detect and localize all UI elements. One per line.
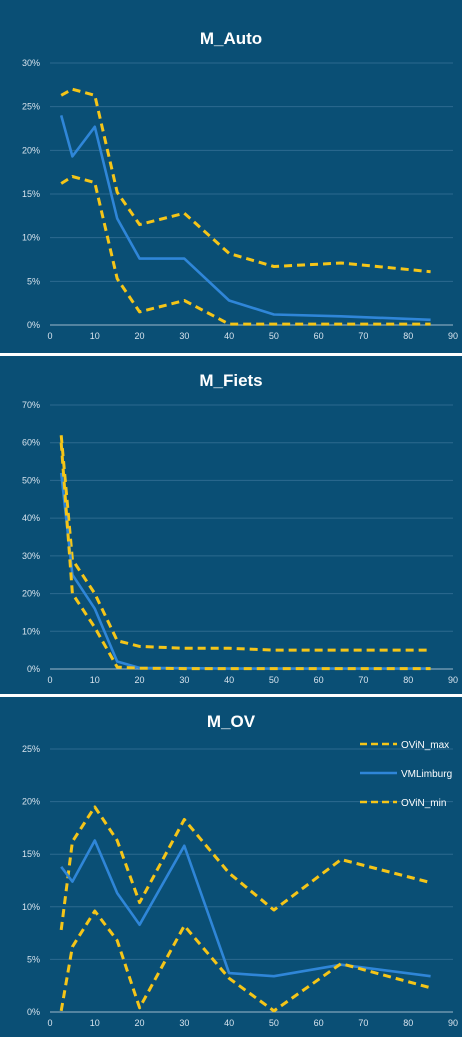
x-tick-label: 10 (90, 675, 100, 685)
x-tick-label: 50 (269, 675, 279, 685)
chart-panel-ov: M_OV OViN_max VMLimburg OViN_min 0% 5% 10%… (0, 697, 462, 1037)
x-tick-label: 90 (448, 1018, 458, 1028)
series-line-vmlimburg (59, 115, 431, 322)
chart-ov: M_OV OViN_max VMLimburg OViN_min 0% 5% 10%… (22, 712, 458, 1028)
x-tick-label: 60 (314, 1018, 324, 1028)
y-tick-label: 5% (27, 954, 40, 964)
chart-panel-fiets: M_Fiets 0% 10% 20% 30% 40% 50% 60% 70% 0 10 20 30 40… (0, 356, 462, 694)
y-tick-label: 70% (22, 400, 40, 410)
x-tick-label: 20 (135, 1018, 145, 1028)
x-tick-label: 40 (224, 675, 234, 685)
y-tick-label: 30% (22, 551, 40, 561)
y-tick-label: 40% (22, 513, 40, 523)
x-tick-label: 70 (358, 1018, 368, 1028)
x-tick-label: 60 (314, 331, 324, 341)
x-tick-label: 40 (224, 1018, 234, 1028)
x-tick-label: 20 (135, 675, 145, 685)
y-tick-label: 25% (22, 744, 40, 754)
y-tick-label: 30% (22, 58, 40, 68)
x-tick-label: 70 (358, 675, 368, 685)
x-tick-label: 10 (90, 1018, 100, 1028)
series-line-ovin-min (59, 442, 431, 671)
y-tick-label: 10% (22, 902, 40, 912)
x-tick-label: 80 (403, 331, 413, 341)
y-tick-label: 25% (22, 102, 40, 112)
x-tick-label: 30 (179, 1018, 189, 1028)
x-tick-label: 50 (269, 1018, 279, 1028)
x-tick-label: 0 (47, 331, 52, 341)
series-line-vmlimburg (59, 472, 431, 670)
y-tick-label: 15% (22, 189, 40, 199)
y-tick-label: 15% (22, 849, 40, 859)
y-tick-label: 10% (22, 233, 40, 243)
legend: OViN_max VMLimburg OViN_min (360, 740, 452, 809)
y-tick-label: 0% (27, 320, 40, 330)
y-tick-label: 10% (22, 626, 40, 636)
x-tick-label: 20 (135, 331, 145, 341)
y-tick-label: 50% (22, 475, 40, 485)
x-tick-label: 0 (47, 1018, 52, 1028)
x-tick-label: 30 (179, 675, 189, 685)
chart-title: M_Auto (200, 29, 262, 48)
series-line-vmlimburg (60, 839, 431, 978)
x-tick-label: 40 (224, 331, 234, 341)
x-tick-label: 80 (403, 675, 413, 685)
y-tick-label: 5% (27, 276, 40, 286)
chart-auto: M_Auto 0% 5% 10% 15% 20% 25% 30% 0 10 20 30 40 50 60 7… (22, 29, 458, 341)
series-line-ovin-max (60, 87, 431, 274)
y-tick-label: 20% (22, 589, 40, 599)
y-tick-label: 60% (22, 438, 40, 448)
series-line-ovin-max (59, 805, 431, 931)
legend-label-ovin-max: OViN_max (401, 740, 449, 751)
chart-title: M_OV (207, 712, 256, 731)
x-tick-label: 0 (47, 675, 52, 685)
x-tick-label: 90 (448, 675, 458, 685)
y-tick-label: 20% (22, 797, 40, 807)
legend-label-ovin-min: OViN_min (401, 798, 446, 809)
y-tick-label: 20% (22, 145, 40, 155)
y-tick-label: 0% (27, 664, 40, 674)
chart-fiets: M_Fiets 0% 10% 20% 30% 40% 50% 60% 70% 0 10 20 30 40… (22, 371, 458, 685)
x-tick-label: 10 (90, 331, 100, 341)
y-tick-label: 0% (27, 1007, 40, 1017)
series-line-ovin-min (60, 175, 431, 326)
series-line-ovin-min (59, 909, 431, 1013)
x-tick-label: 60 (314, 675, 324, 685)
x-tick-label: 90 (448, 331, 458, 341)
x-tick-label: 70 (358, 331, 368, 341)
legend-label-vmlimburg: VMLimburg (401, 769, 452, 780)
series-line-ovin-max (59, 435, 431, 652)
x-tick-label: 30 (179, 331, 189, 341)
x-tick-label: 80 (403, 1018, 413, 1028)
x-tick-label: 50 (269, 331, 279, 341)
chart-panel-auto: M_Auto 0% 5% 10% 15% 20% 25% 30% 0 10 20 30 40 50 60 7… (0, 0, 462, 353)
chart-title: M_Fiets (199, 371, 262, 390)
